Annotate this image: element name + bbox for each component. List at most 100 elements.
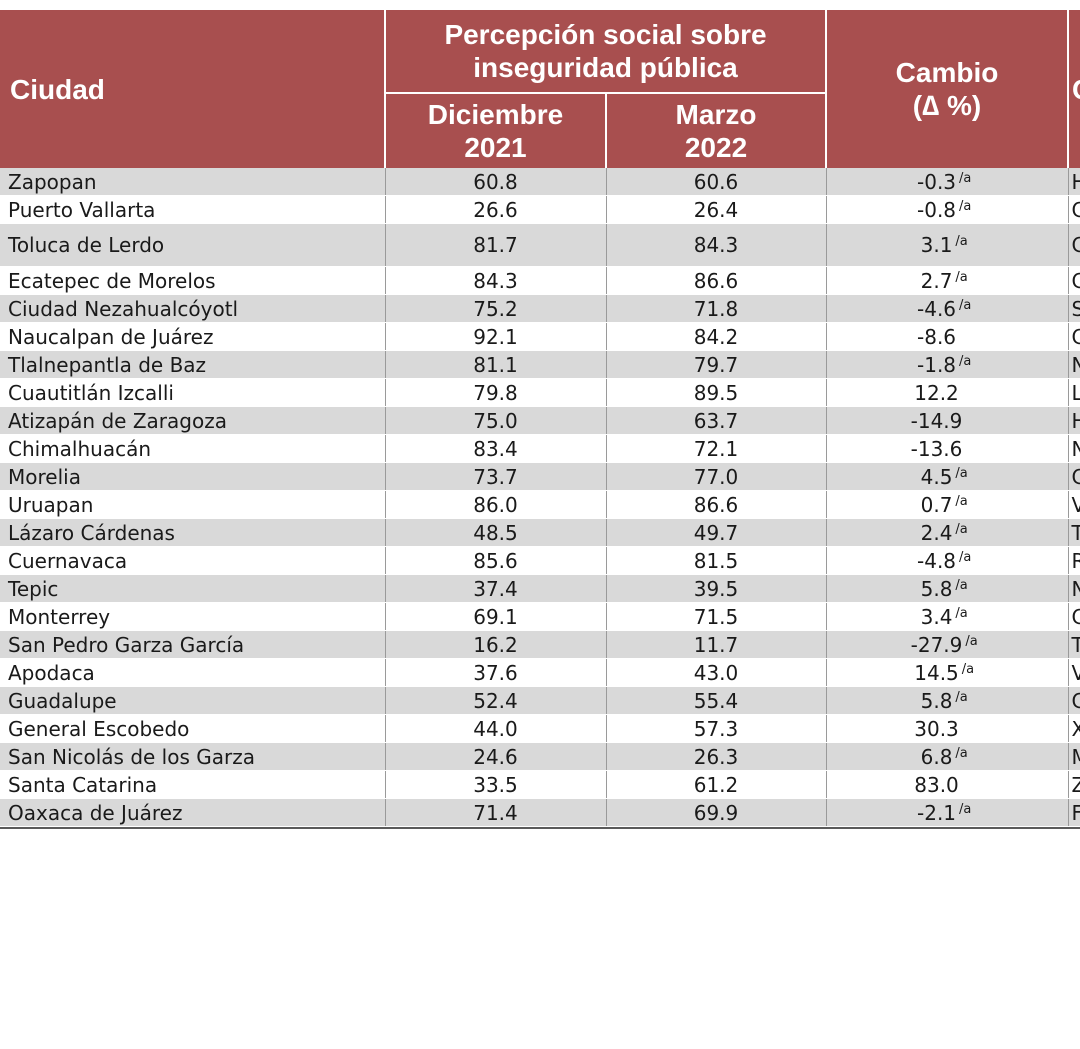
cell-city: Puerto Vallarta	[0, 195, 385, 224]
cell-march-2022: 63.7	[605, 406, 827, 435]
cell-change: -0.3/a	[825, 168, 1069, 196]
cell-march-2022: 71.8	[605, 294, 827, 323]
change-value: 6.8	[920, 744, 953, 769]
cell-change: 3.1/a	[825, 223, 1069, 267]
change-value: -13.6	[910, 436, 963, 461]
change-value: 83.0	[914, 772, 959, 797]
cell-march-2022: 86.6	[605, 490, 827, 519]
cell-march-2022: 55.4	[605, 686, 827, 715]
cell-december-2021: 71.4	[384, 798, 606, 827]
change-value: 5.8	[920, 688, 953, 713]
cell-december-2021: 16.2	[384, 630, 606, 659]
cell-march-2022: 69.9	[605, 798, 827, 827]
cell-cut-column: L	[1067, 378, 1080, 407]
cell-december-2021: 85.6	[384, 546, 606, 575]
cell-change: 30.3	[825, 714, 1069, 743]
header-change-line2: (∆ %)	[912, 90, 982, 121]
cell-change: 2.7/a	[825, 266, 1069, 295]
table-header: Ciudad Percepción social sobre insegurid…	[0, 10, 1080, 168]
cell-change: -8.6	[825, 322, 1069, 351]
cell-city: Naucalpan de Juárez	[0, 322, 385, 351]
cell-city: Ecatepec de Morelos	[0, 266, 385, 295]
cell-march-2022: 77.0	[605, 462, 827, 491]
cell-cut-column: M	[1067, 742, 1080, 771]
change-note-mark: /a	[955, 493, 968, 509]
header-mar-line1: Marzo	[675, 99, 757, 130]
cell-city: Guadalupe	[0, 686, 385, 715]
cell-march-2022: 84.2	[605, 322, 827, 351]
change-note-mark: /a	[955, 689, 968, 705]
cell-city: San Pedro Garza García	[0, 630, 385, 659]
change-value: -4.8	[917, 548, 957, 573]
cell-city: Lázaro Cárdenas	[0, 518, 385, 547]
cell-december-2021: 24.6	[384, 742, 606, 771]
cell-cut-column: R	[1067, 546, 1080, 575]
cell-city: Monterrey	[0, 602, 385, 631]
cell-cut-column: F	[1067, 798, 1080, 827]
cell-december-2021: 92.1	[384, 322, 606, 351]
change-note-mark: /a	[959, 170, 972, 186]
change-note-mark: /a	[955, 234, 968, 249]
cell-cut-column: T	[1067, 518, 1080, 547]
cell-cut-column: C	[1067, 266, 1080, 295]
header-december: Diciembre 2021	[384, 92, 606, 168]
change-value: 0.7	[920, 492, 953, 517]
cell-change: -0.8/a	[825, 195, 1069, 224]
cell-change: 3.4/a	[825, 602, 1069, 631]
cell-march-2022: 26.3	[605, 742, 827, 771]
cell-cut-column: C	[1067, 462, 1080, 491]
cell-march-2022: 39.5	[605, 574, 827, 603]
change-value: 2.4	[920, 520, 953, 545]
header-cut-column: C	[1067, 10, 1080, 168]
cell-march-2022: 60.6	[605, 168, 827, 196]
change-value: 30.3	[914, 716, 959, 741]
change-note-mark: /a	[955, 745, 968, 761]
cell-cut-column: C	[1067, 602, 1080, 631]
header-change: Cambio (∆ %)	[825, 10, 1069, 168]
cell-city: Apodaca	[0, 658, 385, 687]
cell-march-2022: 11.7	[605, 630, 827, 659]
cell-december-2021: 84.3	[384, 266, 606, 295]
cell-december-2021: 83.4	[384, 434, 606, 463]
change-value: -4.6	[917, 296, 957, 321]
cell-change: -4.6/a	[825, 294, 1069, 323]
perception-table: Ciudad Percepción social sobre insegurid…	[0, 10, 1080, 827]
change-value: -1.8	[917, 352, 957, 377]
cell-city: Santa Catarina	[0, 770, 385, 799]
cell-change: 5.8/a	[825, 574, 1069, 603]
cell-december-2021: 75.2	[384, 294, 606, 323]
cell-city: Cuernavaca	[0, 546, 385, 575]
cell-cut-column: C	[1067, 223, 1080, 267]
cell-change: 83.0	[825, 770, 1069, 799]
cell-december-2021: 33.5	[384, 770, 606, 799]
cell-city: Uruapan	[0, 490, 385, 519]
header-perception-group: Percepción social sobre inseguridad públ…	[383, 10, 827, 93]
cell-change: -27.9/a	[825, 630, 1069, 659]
header-march: Marzo 2022	[604, 92, 827, 168]
cell-change: 12.2	[825, 378, 1069, 407]
cell-december-2021: 69.1	[384, 602, 606, 631]
change-value: 14.5	[914, 660, 959, 685]
cell-city: Zapopan	[0, 168, 385, 196]
change-note-mark: /a	[955, 605, 968, 621]
change-note-mark: /a	[955, 577, 968, 593]
cell-december-2021: 73.7	[384, 462, 606, 491]
cell-december-2021: 44.0	[384, 714, 606, 743]
header-group-line1: Percepción social sobre	[444, 19, 767, 50]
table-bottom-rule	[0, 827, 1080, 829]
cell-city: Oaxaca de Juárez	[0, 798, 385, 827]
change-value: 12.2	[914, 380, 959, 405]
change-note-mark: /a	[955, 465, 968, 481]
